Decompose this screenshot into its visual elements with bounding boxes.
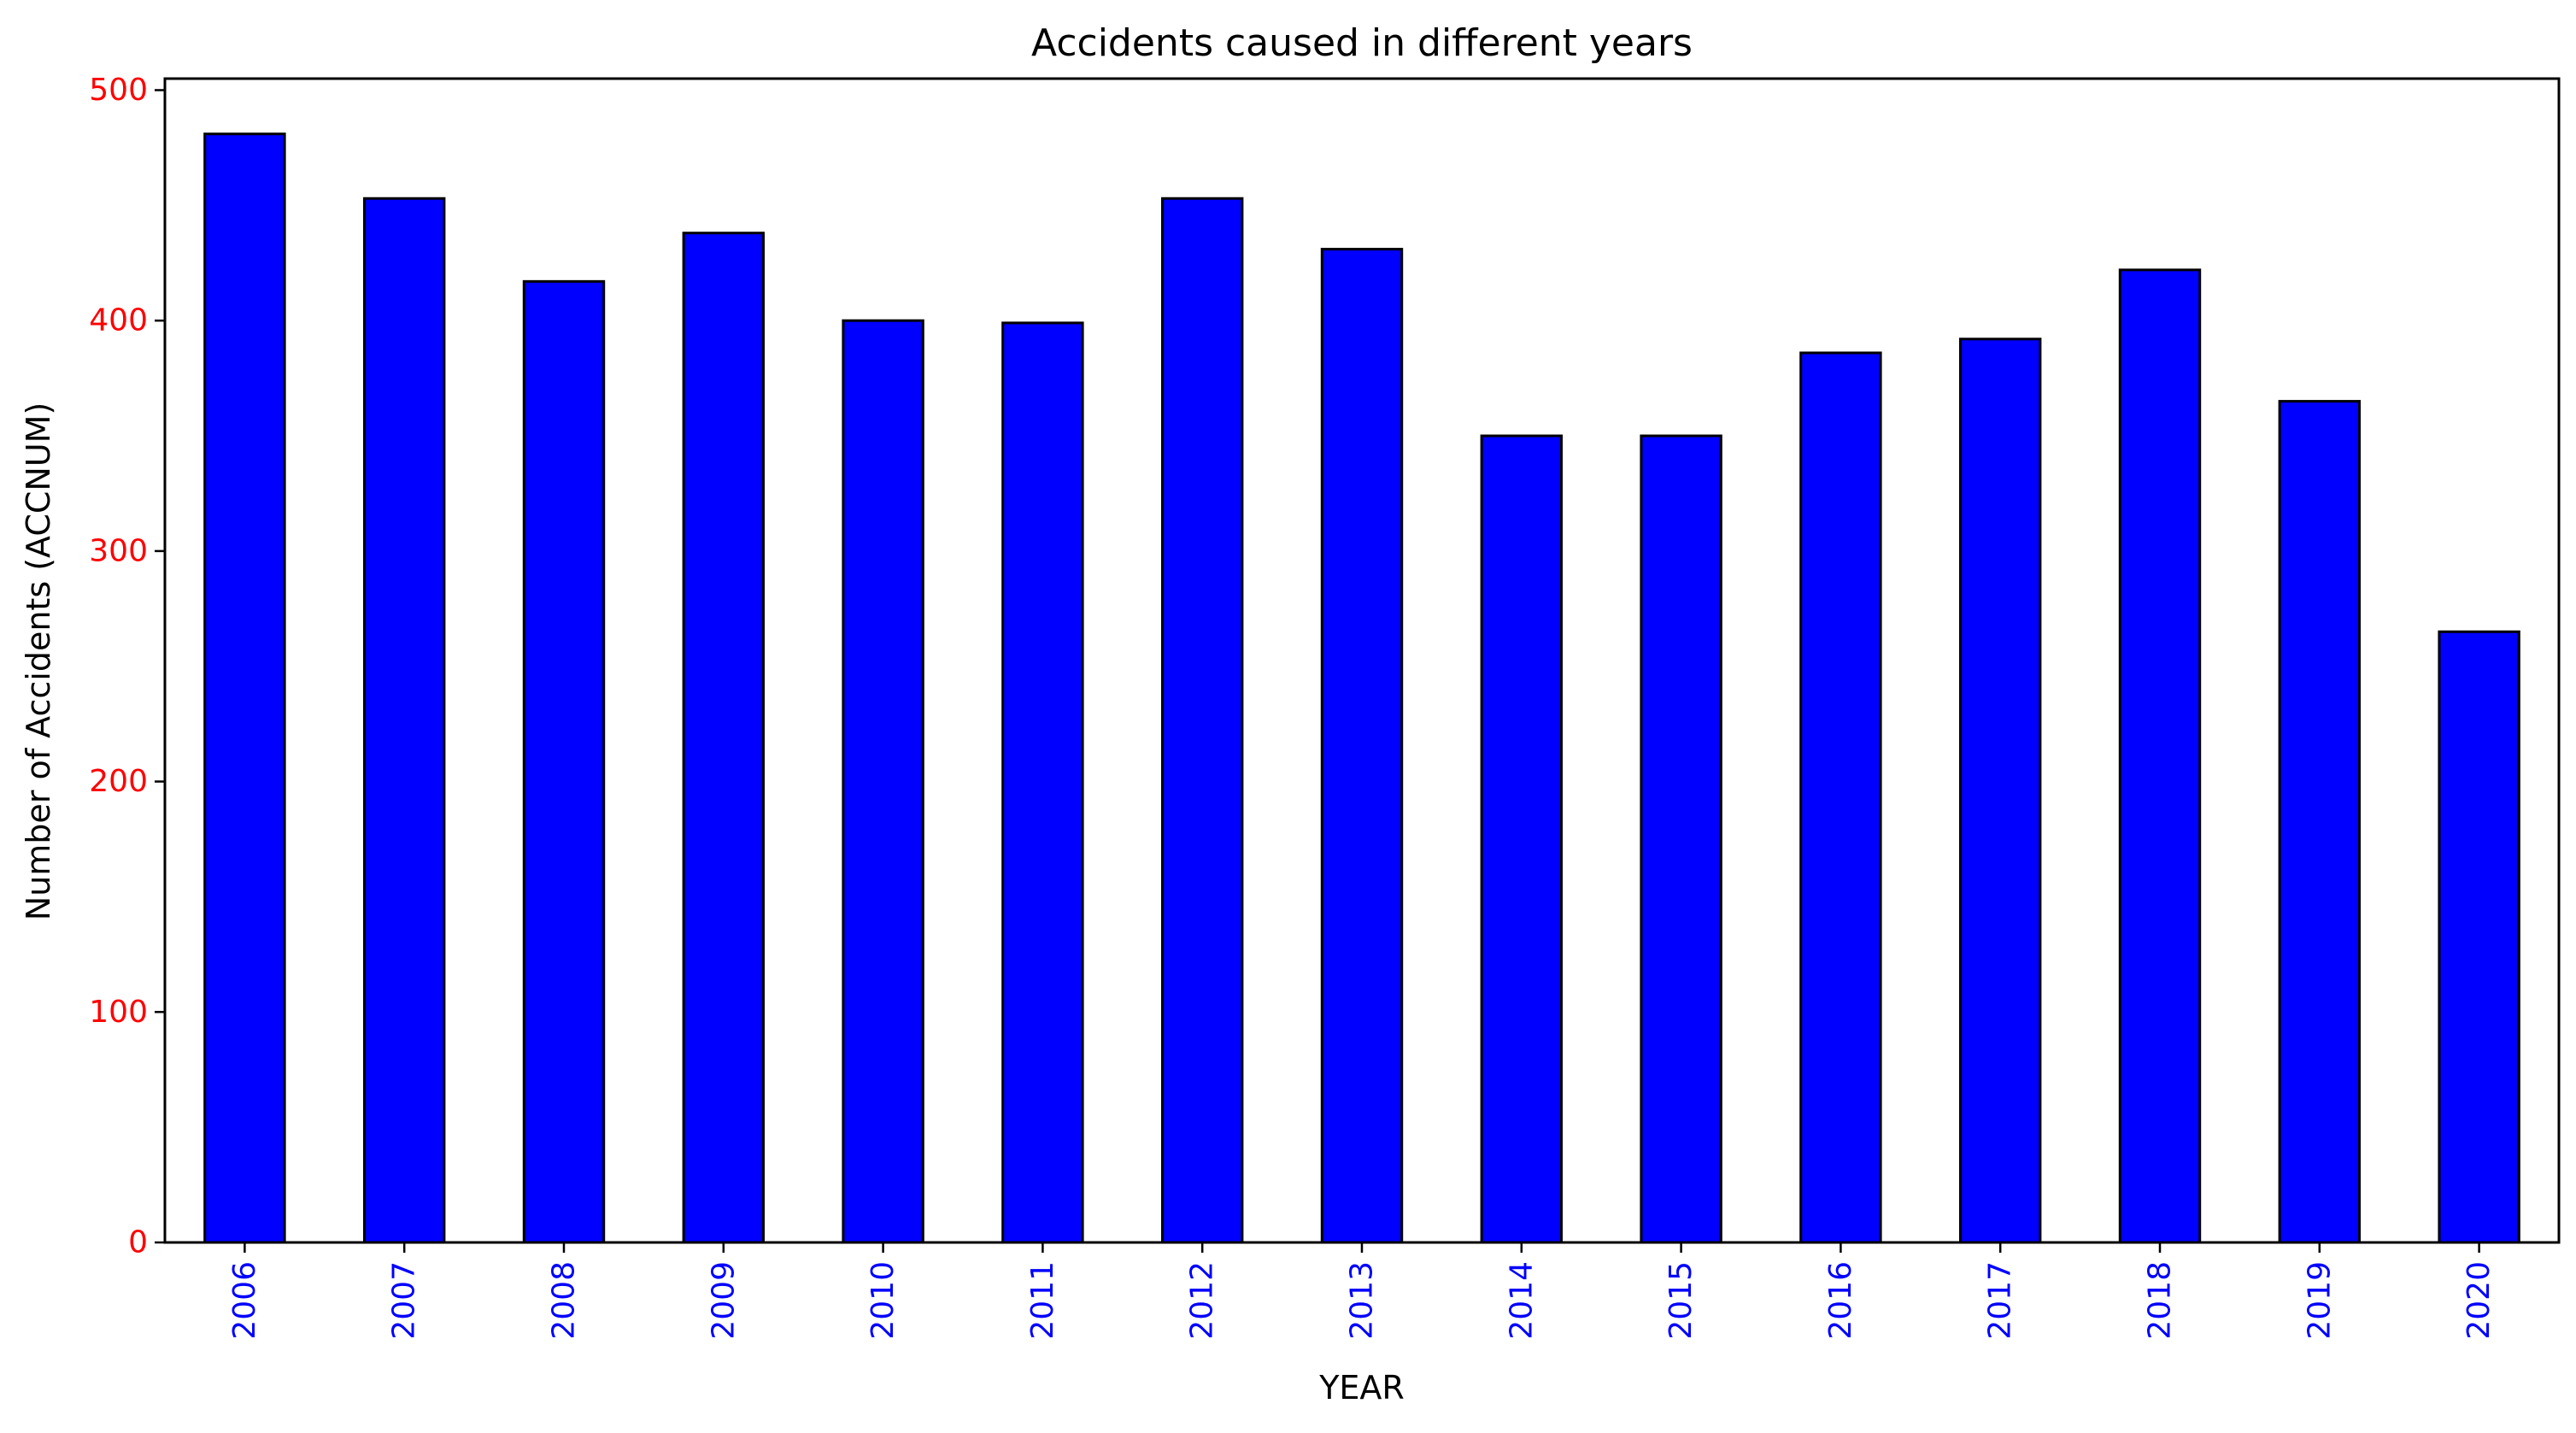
x-tick-label: 2007 (387, 1261, 422, 1340)
bar-2007 (363, 197, 446, 1244)
bars-group (203, 132, 2520, 1244)
bar-2015 (1640, 434, 1722, 1244)
x-tick-label: 2020 (2462, 1261, 2497, 1340)
x-tick-label: 2015 (1664, 1261, 1699, 1340)
x-tick-label: 2009 (706, 1261, 741, 1340)
x-tick-label: 2008 (547, 1261, 582, 1340)
bar-2014 (1480, 434, 1563, 1244)
bar-2019 (2278, 400, 2362, 1244)
bar-2016 (1799, 351, 1882, 1244)
bar-2020 (2438, 630, 2520, 1244)
y-tick-label: 100 (89, 995, 148, 1030)
y-tick-label: 0 (128, 1225, 148, 1260)
y-axis-label: Number of Accidents (ACCNUM) (20, 402, 57, 921)
x-tick-label: 2018 (2143, 1261, 2178, 1340)
y-tick-label: 500 (89, 73, 148, 108)
chart-title: Accidents caused in different years (1031, 21, 1693, 65)
x-tick-label: 2010 (866, 1261, 901, 1340)
y-axis-ticks: 0 100 200 300 400 500 (89, 73, 165, 1260)
x-tick-label: 2016 (1823, 1261, 1858, 1340)
y-tick-label: 400 (89, 303, 148, 338)
x-tick-label: 2006 (227, 1261, 262, 1340)
bar-2010 (842, 319, 924, 1244)
x-tick-label: 2013 (1345, 1261, 1380, 1340)
x-axis-label: YEAR (1318, 1369, 1405, 1407)
x-tick-label: 2011 (1025, 1261, 1060, 1340)
x-tick-label: 2019 (2302, 1261, 2337, 1340)
bar-2017 (1959, 338, 2042, 1244)
bar-2018 (2118, 268, 2202, 1244)
x-tick-label: 2014 (1504, 1261, 1539, 1340)
x-tick-label: 2017 (1983, 1261, 2018, 1340)
bar-2012 (1161, 197, 1244, 1244)
bar-2013 (1320, 248, 1404, 1244)
bar-2008 (522, 279, 606, 1244)
plot-area-frame (163, 77, 2561, 1244)
bar-2011 (1001, 321, 1084, 1244)
y-tick-label: 300 (89, 533, 148, 568)
bar-2006 (203, 132, 286, 1244)
bar-2009 (682, 232, 765, 1244)
x-tick-label: 2012 (1185, 1261, 1220, 1340)
y-tick-label: 200 (89, 764, 148, 799)
x-axis-ticks: 2006 2007 2008 2009 2010 2011 2012 2013 2014 2015… (227, 1242, 2497, 1340)
